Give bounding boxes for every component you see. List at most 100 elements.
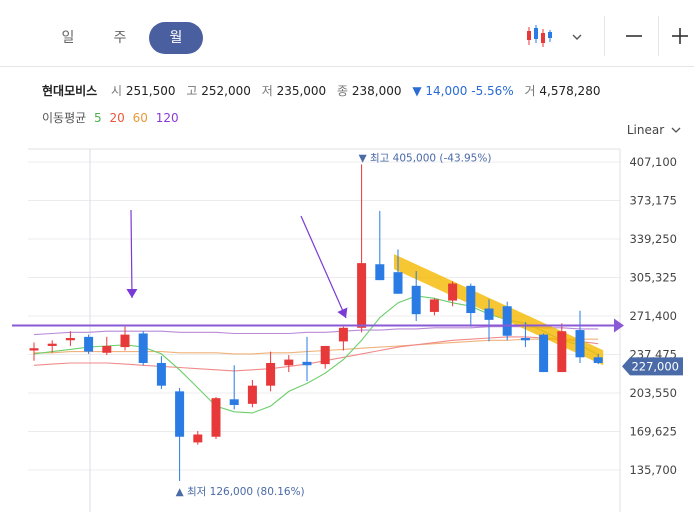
candlestick-icon[interactable]: [525, 24, 553, 48]
close-value: 238,000: [351, 84, 402, 98]
scale-select[interactable]: Linear: [626, 123, 681, 137]
y-tick-label: 305,325: [629, 271, 677, 285]
annotation-arrow-1-shaft: [130, 209, 133, 299]
candle-body: [211, 398, 221, 437]
ma120-line: [33, 326, 599, 336]
annotation-arrow-2: [300, 215, 348, 319]
candle: [120, 326, 130, 351]
candle: [29, 342, 39, 361]
candle-body: [593, 357, 603, 363]
candle-body: [229, 399, 239, 405]
volume-label: 거: [524, 84, 536, 98]
change-value: 14,000: [425, 84, 468, 98]
high-value: 252,000: [201, 84, 251, 98]
tab-week[interactable]: 주: [113, 30, 127, 46]
chevron-down-icon[interactable]: [570, 28, 584, 40]
candle-body: [357, 263, 367, 328]
candle: [193, 431, 203, 445]
candle: [156, 356, 166, 390]
candle-body: [466, 285, 476, 314]
candle: [266, 351, 276, 392]
y-tick-label: 169,625: [629, 425, 677, 439]
candle-body: [411, 285, 421, 315]
annotation-arrow-2-head: [337, 307, 348, 318]
chevron-down-icon: [671, 127, 681, 133]
candle: [539, 333, 549, 373]
ma60-line: [34, 338, 599, 355]
candle: [357, 164, 367, 333]
candle: [229, 365, 239, 410]
stock-info-row: 현대모비스 시 251,500 고 252,000 저 235,000 종 23…: [42, 82, 600, 99]
candle: [484, 299, 494, 342]
candle-body: [557, 331, 567, 373]
open-value: 251,500: [125, 84, 176, 98]
candle-body: [193, 434, 203, 443]
candle-body: [375, 264, 385, 281]
minus-icon[interactable]: [624, 26, 644, 46]
candle-body: [156, 362, 166, 386]
candle: [502, 301, 512, 341]
down-arrow-icon: ▼: [412, 84, 422, 98]
candle: [593, 353, 603, 365]
min-price-note: ▲ 최저 126,000 (80.16%): [176, 486, 305, 498]
candle-body: [502, 306, 512, 336]
candle-body: [302, 361, 312, 366]
scale-label: Linear: [626, 123, 665, 137]
candle-body: [575, 330, 585, 358]
candle: [466, 283, 476, 327]
candle: [320, 345, 330, 369]
candle-body: [520, 338, 530, 341]
candle-body: [484, 308, 494, 320]
candle-body: [84, 336, 94, 352]
max-price-note: ▼ 최고 405,000 (-43.95%): [359, 152, 492, 164]
current-price-tag: 227,000: [622, 357, 683, 376]
candle: [411, 271, 421, 321]
candle: [338, 326, 348, 351]
open-label: 시: [111, 84, 123, 98]
candle-body: [338, 327, 348, 342]
candle-body: [247, 385, 257, 404]
trend-band: [394, 254, 604, 366]
close-label: 종: [337, 84, 349, 98]
ma-5: 5: [94, 111, 102, 125]
candle: [175, 387, 185, 482]
plus-icon[interactable]: [670, 26, 690, 46]
annotation-arrow-1-head: [126, 288, 138, 298]
change-block: ▼ 14,000 -5.56%: [412, 84, 513, 98]
candle: [65, 331, 75, 346]
candle: [575, 310, 585, 363]
stock-name: 현대모비스: [42, 84, 98, 98]
candle: [138, 331, 148, 366]
candle: [247, 380, 257, 408]
candle-body: [539, 334, 549, 373]
y-tick-label: 203,550: [629, 386, 677, 400]
candle: [375, 210, 385, 281]
current-price-value: 227,000: [631, 359, 679, 373]
candle: [211, 397, 221, 440]
horizontal-ray-arrow-icon: [614, 318, 624, 333]
change-pct: -5.56%: [471, 84, 514, 98]
y-tick-label: 339,250: [629, 232, 677, 246]
annotation-arrow-1: [126, 209, 138, 299]
candle: [429, 298, 439, 316]
candle-body: [429, 299, 439, 312]
y-tick-label: 373,175: [629, 194, 677, 208]
y-tick-label: 407,100: [629, 155, 677, 169]
candle: [393, 249, 403, 294]
candle: [302, 336, 312, 382]
chart-toolbar: 일 주 월: [0, 0, 694, 67]
tab-day[interactable]: 일: [61, 30, 75, 46]
low-value: 235,000: [276, 84, 327, 98]
candle-body: [65, 338, 75, 341]
candle: [448, 281, 458, 307]
candle-body: [120, 334, 130, 348]
candle-body: [102, 345, 112, 353]
candle-body: [29, 348, 39, 351]
ma-120: 120: [155, 111, 179, 125]
low-label: 저: [261, 84, 273, 98]
candle: [102, 336, 112, 356]
candle-body: [138, 333, 148, 363]
candle: [284, 355, 294, 373]
tab-month[interactable]: 월: [149, 22, 203, 54]
